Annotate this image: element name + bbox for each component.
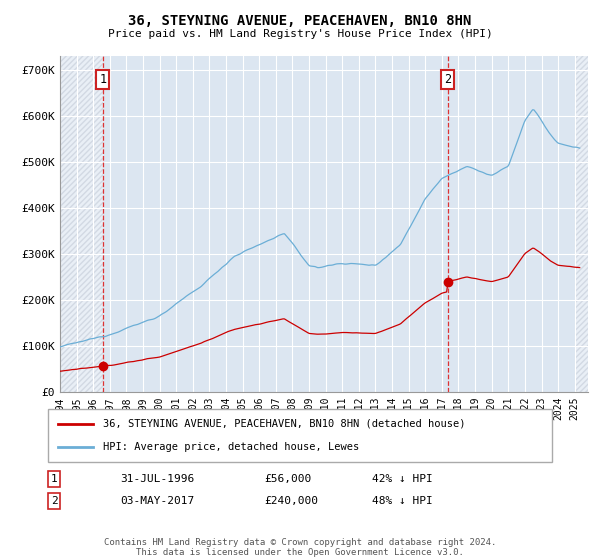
- Text: 2: 2: [50, 496, 58, 506]
- Text: Price paid vs. HM Land Registry's House Price Index (HPI): Price paid vs. HM Land Registry's House …: [107, 29, 493, 39]
- Text: 03-MAY-2017: 03-MAY-2017: [120, 496, 194, 506]
- Text: HPI: Average price, detached house, Lewes: HPI: Average price, detached house, Lewe…: [103, 442, 359, 452]
- FancyBboxPatch shape: [48, 409, 552, 462]
- Text: 36, STEYNING AVENUE, PEACEHAVEN, BN10 8HN (detached house): 36, STEYNING AVENUE, PEACEHAVEN, BN10 8H…: [103, 419, 466, 429]
- Text: 48% ↓ HPI: 48% ↓ HPI: [372, 496, 433, 506]
- Text: 42% ↓ HPI: 42% ↓ HPI: [372, 474, 433, 484]
- Text: Contains HM Land Registry data © Crown copyright and database right 2024.
This d: Contains HM Land Registry data © Crown c…: [104, 538, 496, 557]
- Text: £56,000: £56,000: [264, 474, 311, 484]
- Text: 1: 1: [50, 474, 58, 484]
- Text: 36, STEYNING AVENUE, PEACEHAVEN, BN10 8HN: 36, STEYNING AVENUE, PEACEHAVEN, BN10 8H…: [128, 14, 472, 28]
- Text: 2: 2: [444, 73, 451, 86]
- Text: 1: 1: [99, 73, 106, 86]
- Text: 31-JUL-1996: 31-JUL-1996: [120, 474, 194, 484]
- Text: £240,000: £240,000: [264, 496, 318, 506]
